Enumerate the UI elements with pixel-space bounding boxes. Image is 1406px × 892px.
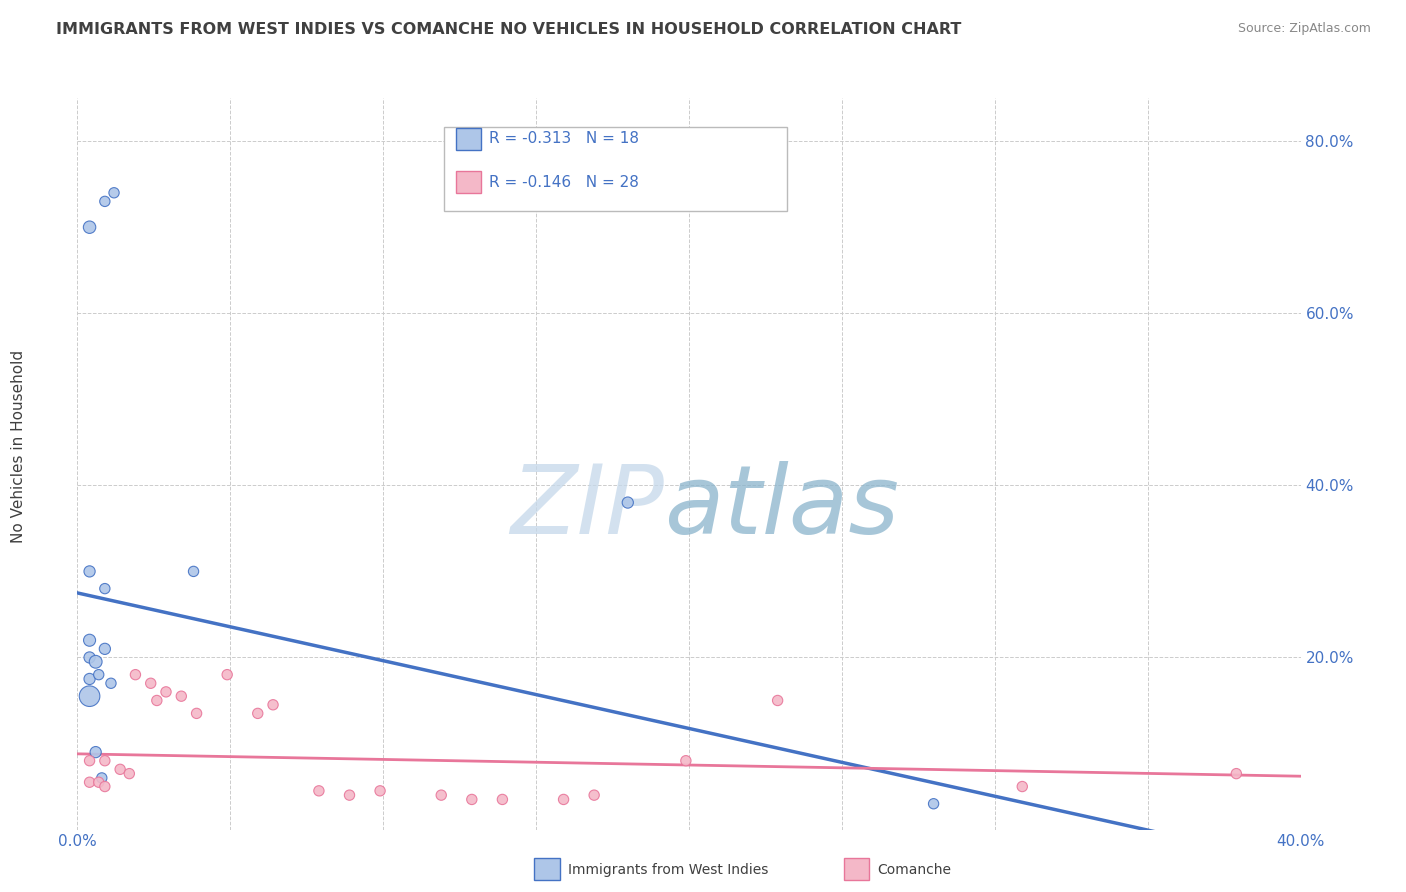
Point — [90, 771, 112, 785]
Point — [553, 792, 575, 806]
Text: R = -0.146   N = 28: R = -0.146 N = 28 — [489, 175, 640, 190]
Point — [262, 698, 284, 712]
Text: IMMIGRANTS FROM WEST INDIES VS COMANCHE NO VEHICLES IN HOUSEHOLD CORRELATION CHA: IMMIGRANTS FROM WEST INDIES VS COMANCHE … — [56, 22, 962, 37]
Point — [79, 650, 101, 665]
Point — [368, 784, 391, 798]
Point — [79, 689, 101, 703]
Point — [461, 792, 484, 806]
Text: Source: ZipAtlas.com: Source: ZipAtlas.com — [1237, 22, 1371, 36]
Text: Immigrants from West Indies: Immigrants from West Indies — [568, 863, 769, 877]
Point — [675, 754, 697, 768]
Point — [94, 641, 117, 656]
Point — [79, 775, 101, 789]
Point — [79, 754, 101, 768]
Point — [124, 667, 146, 681]
Point — [79, 220, 101, 235]
Text: Comanche: Comanche — [877, 863, 952, 877]
Point — [1225, 766, 1247, 780]
Point — [766, 693, 789, 707]
Point — [118, 766, 141, 780]
Point — [94, 780, 117, 794]
Text: No Vehicles in Household: No Vehicles in Household — [11, 350, 25, 542]
Point — [246, 706, 269, 721]
Point — [84, 745, 107, 759]
Point — [339, 788, 361, 802]
Text: atlas: atlas — [665, 461, 900, 554]
Point — [94, 582, 117, 596]
Point — [186, 706, 208, 721]
Point — [155, 685, 177, 699]
Point — [84, 655, 107, 669]
Point — [170, 689, 193, 703]
Point — [583, 788, 606, 802]
Point — [139, 676, 162, 690]
Point — [491, 792, 513, 806]
Point — [1011, 780, 1033, 794]
Point — [146, 693, 169, 707]
Point — [94, 754, 117, 768]
Point — [103, 186, 125, 200]
Point — [87, 775, 110, 789]
Point — [308, 784, 330, 798]
Point — [94, 194, 117, 209]
Point — [79, 672, 101, 686]
Text: ZIP: ZIP — [510, 461, 665, 554]
Point — [217, 667, 239, 681]
Point — [108, 762, 131, 776]
Point — [430, 788, 453, 802]
Point — [87, 667, 110, 681]
Point — [617, 495, 640, 509]
Text: R = -0.313   N = 18: R = -0.313 N = 18 — [489, 131, 640, 146]
Point — [79, 565, 101, 579]
Point — [79, 633, 101, 648]
Point — [100, 676, 122, 690]
Point — [183, 565, 205, 579]
Point — [922, 797, 945, 811]
